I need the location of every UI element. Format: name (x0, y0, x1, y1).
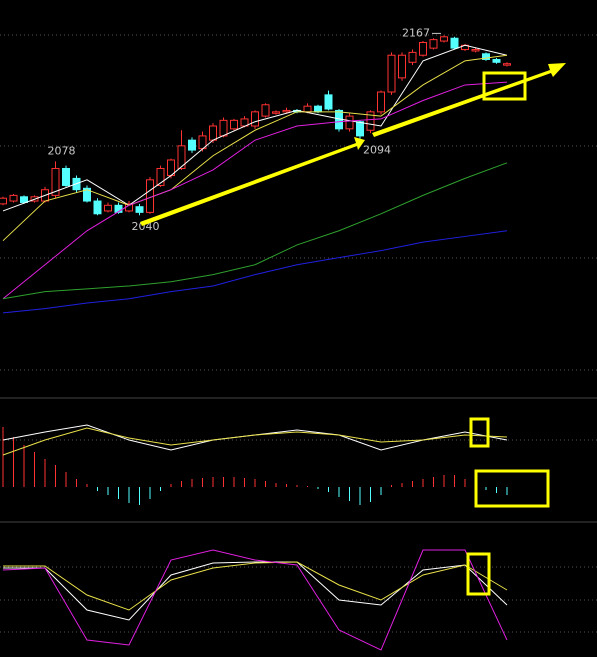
candle-body (408, 51, 417, 63)
candle-body (251, 111, 259, 127)
candle-body (303, 105, 312, 113)
indicator-line (2, 44, 508, 212)
trend-arrow-1 (140, 137, 365, 226)
candle-body (398, 54, 406, 79)
candle-body (62, 167, 70, 186)
indicator-line (2, 424, 508, 451)
candle-body (324, 94, 333, 110)
candle-body (209, 125, 217, 141)
candle-body (440, 36, 448, 42)
indicator-line (2, 230, 508, 314)
candle-body (188, 139, 196, 151)
highlight-box (482, 71, 527, 101)
price-annotation: 2094 (363, 144, 391, 157)
candle-body (282, 109, 291, 113)
candle-body (230, 119, 238, 130)
indicator-line (2, 54, 508, 242)
indicator-line (2, 81, 508, 300)
candle-body (429, 39, 438, 49)
candle-body (177, 145, 186, 169)
candle-body (366, 111, 375, 131)
overlay (140, 63, 566, 596)
candle-body (314, 105, 322, 113)
highlight-box (474, 469, 550, 508)
candle-body (482, 53, 490, 60)
candle-body (83, 187, 91, 202)
candle-body (51, 167, 60, 196)
candle-body (492, 58, 501, 63)
candle-body (93, 200, 102, 215)
candle-body (135, 206, 144, 213)
candle-body (503, 63, 511, 66)
marks: 2167 2078 2094 2040 (0, 26, 511, 651)
price-annotation: 2040 (132, 220, 160, 233)
indicator-line (3, 561, 508, 621)
candle-body (450, 37, 459, 49)
candle-body (219, 119, 228, 137)
indicator-line (2, 162, 508, 300)
trend-arrow-2 (372, 63, 566, 137)
indicator-line (2, 427, 508, 456)
candle-body (114, 204, 123, 213)
highlight-box (466, 552, 491, 596)
candle-body (272, 111, 280, 114)
candle-body (156, 167, 165, 186)
candle-body (345, 115, 354, 130)
candle-body (377, 91, 385, 113)
candle-body (104, 204, 112, 212)
price-annotation: 2078 (48, 144, 76, 157)
highlight-box (469, 417, 490, 448)
price-annotation: 2167 (402, 26, 430, 39)
candle-body (261, 104, 270, 117)
candle-body (471, 49, 480, 52)
candle-body (356, 121, 364, 137)
candle-body (387, 54, 396, 93)
indicator-line (3, 561, 508, 611)
candle-body (0, 197, 7, 205)
candle-body (419, 41, 427, 56)
indicator-line (2, 549, 508, 651)
candle-body (9, 194, 18, 202)
candle-body (20, 196, 28, 203)
